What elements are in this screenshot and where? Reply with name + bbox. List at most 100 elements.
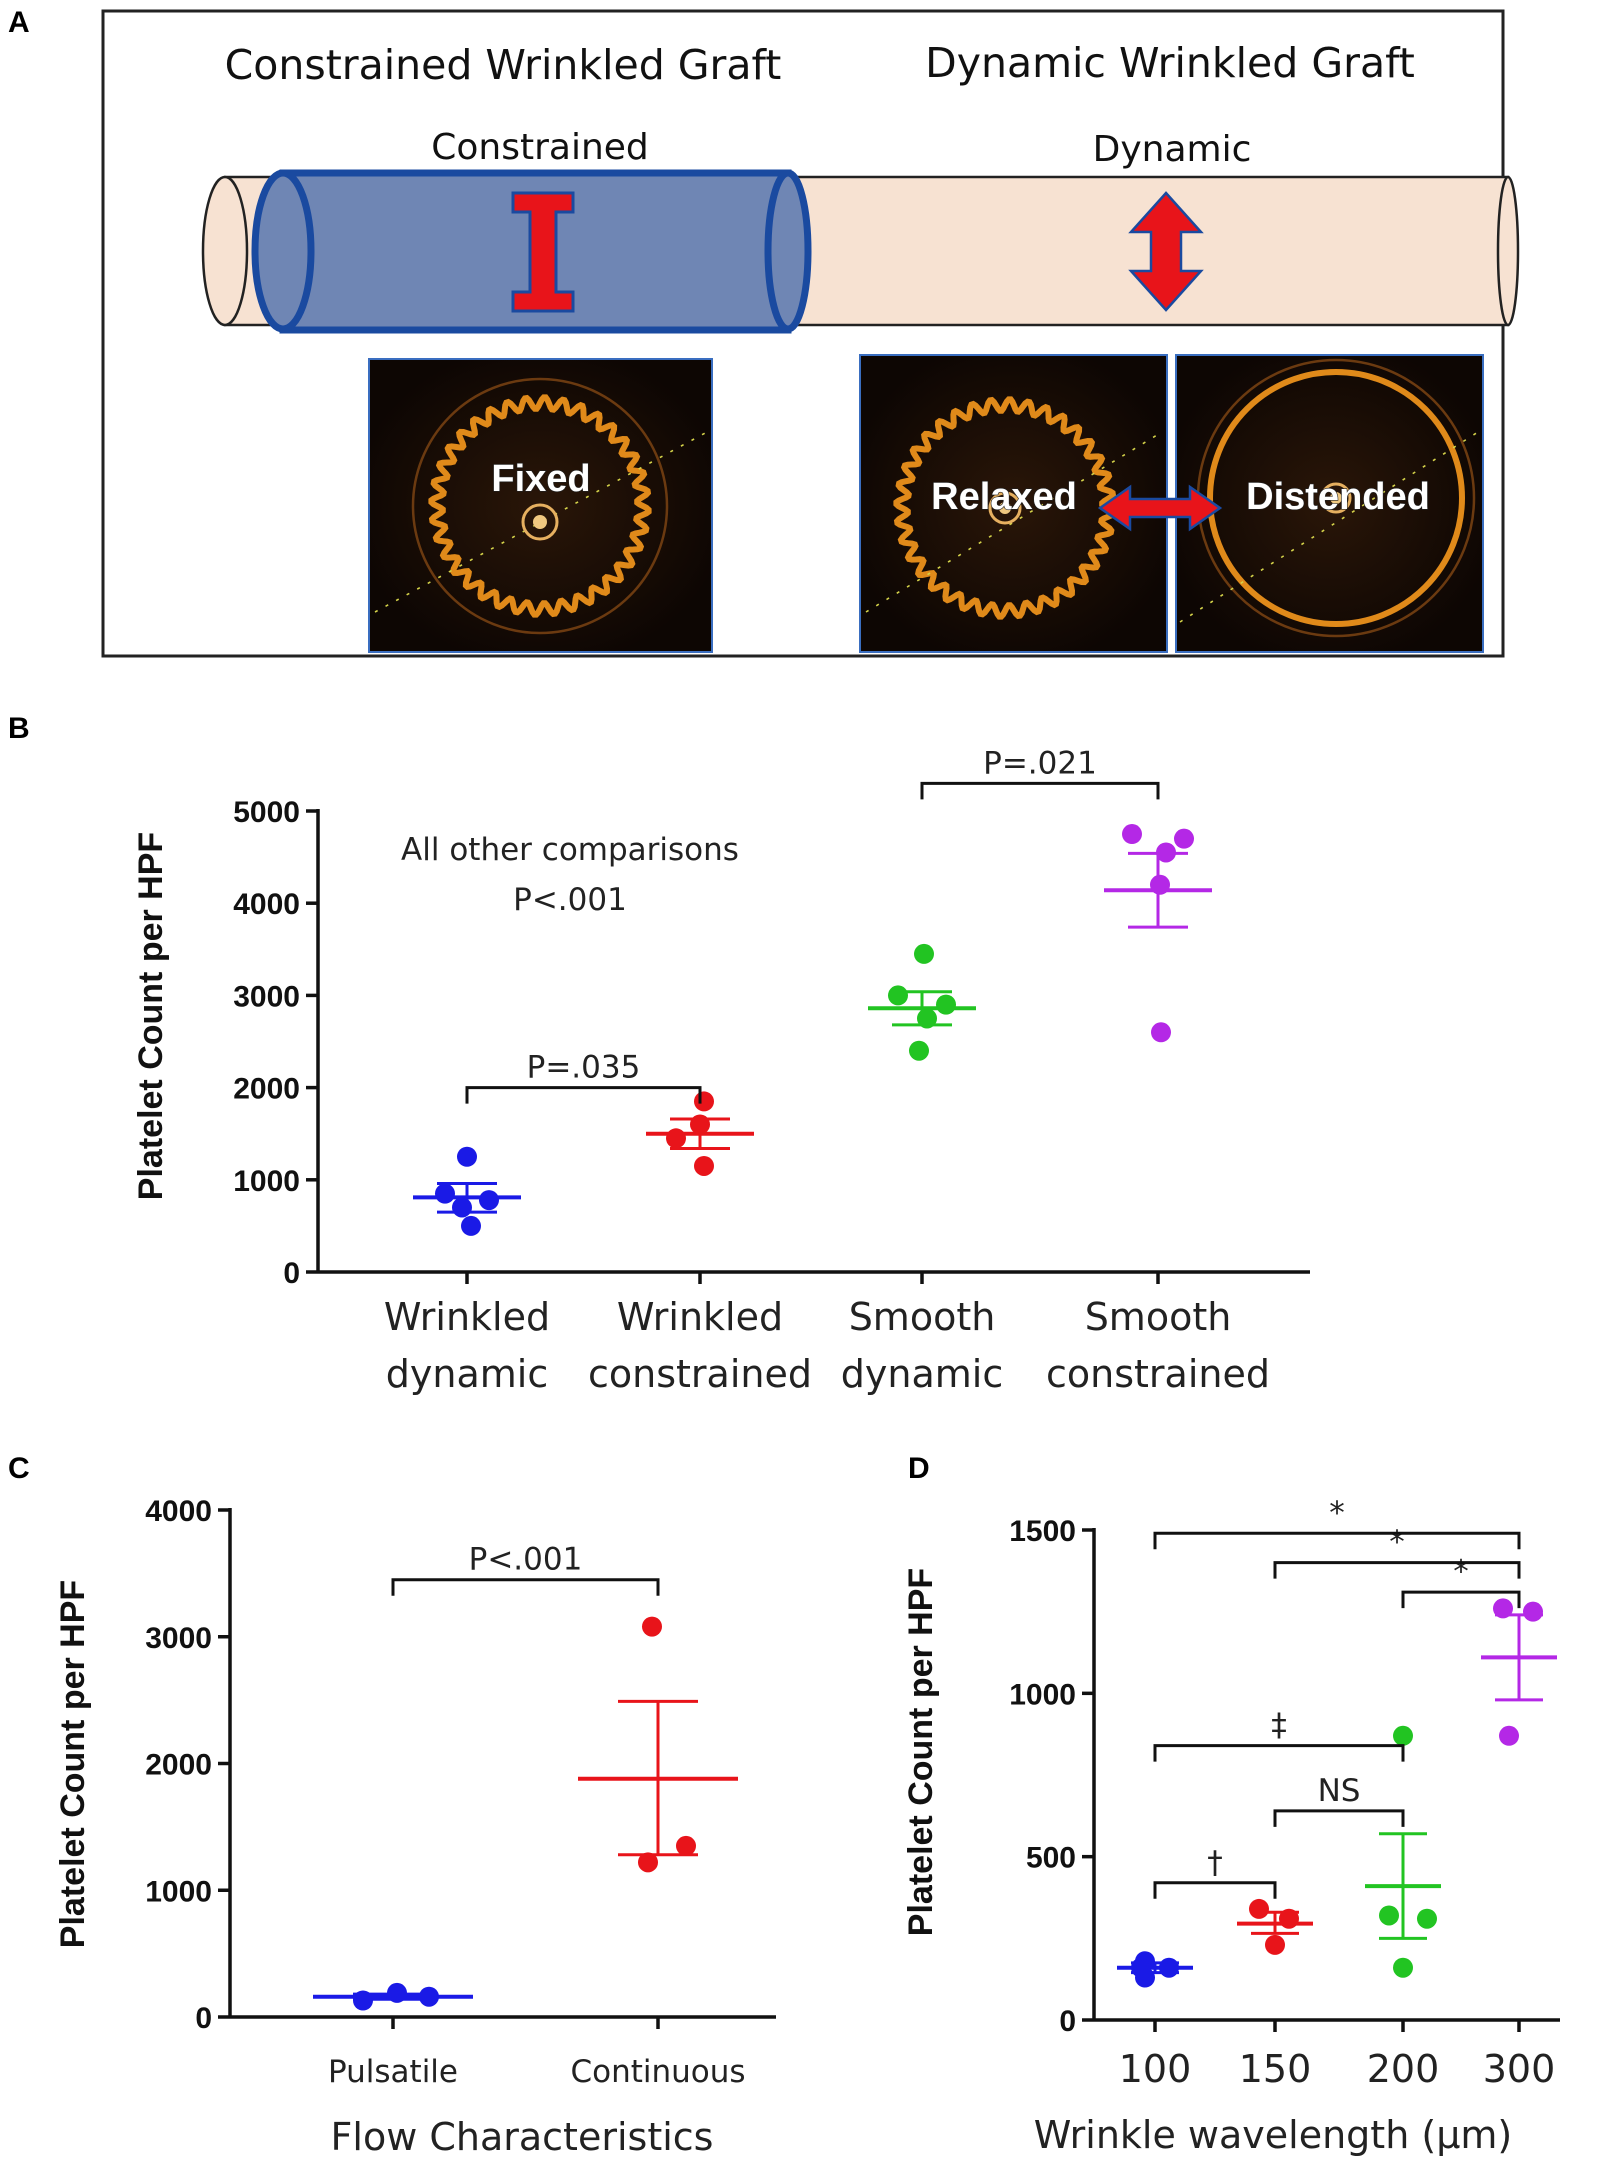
significance-bracket (1401, 1590, 1521, 1609)
x-tick-label: Pulsatile (328, 2054, 458, 2090)
graft-tube-illustration (201, 169, 1520, 334)
significance-label: * (1389, 1525, 1405, 1561)
significance-label: P=.021 (983, 745, 1097, 781)
category-label-line2: constrained (1046, 1352, 1270, 1396)
data-point (888, 985, 908, 1006)
data-point (1156, 842, 1176, 863)
y-tick-label: 3000 (145, 1622, 212, 1655)
significance-bracket (391, 1578, 660, 1596)
category-label-line1: Wrinkled (617, 1295, 783, 1339)
y-tick-label: 1000 (1009, 1678, 1076, 1711)
significance-label: ‡ (1271, 1708, 1287, 1744)
category-label-line1: Smooth (849, 1295, 996, 1339)
data-point (917, 1008, 937, 1029)
x-tick-label: 300 (1483, 2047, 1556, 2091)
data-point (461, 1215, 481, 1236)
y-tick-label: 0 (283, 1257, 300, 1290)
y-tick-label: 3000 (233, 980, 300, 1013)
panel-b-letter: B (8, 712, 30, 745)
data-point (1159, 1957, 1179, 1978)
x-tick-label: 150 (1239, 2047, 1312, 2091)
data-point (1417, 1908, 1437, 1929)
data-point (479, 1190, 499, 1211)
fixed-constraint-icon (511, 191, 575, 313)
significance-bracket (920, 781, 1160, 800)
y-tick-label: 1000 (145, 1875, 212, 1908)
wrinkled-lumen-ring (428, 394, 652, 618)
significance-bracket (1153, 1531, 1521, 1550)
oct-image-relaxed: Relaxed (859, 354, 1168, 653)
data-point (1393, 1725, 1413, 1746)
significance-bracket (1273, 1561, 1521, 1579)
data-point (1523, 1601, 1543, 1622)
data-point (1135, 1967, 1155, 1988)
category-label-line1: Smooth (1085, 1295, 1232, 1339)
oct-image-distended: Distended (1175, 354, 1484, 653)
panel-c-letter: C (8, 1452, 30, 1485)
y-tick-label: 0 (195, 2002, 212, 2035)
panel-d-xlabel: Wrinkle wavelength (μm) (1034, 2113, 1512, 2157)
graft-tube-end (1496, 175, 1520, 327)
panel-d-letter: D (908, 1452, 930, 1485)
relaxed-lumen-ring (893, 396, 1117, 620)
panel-d-chart: Platelet Count per HPF Wrinkle wavelengt… (902, 1495, 1560, 2157)
dynamic-distension-arrow-icon (1128, 191, 1204, 312)
panel-c-ylabel: Platelet Count per HPF (54, 1580, 92, 1948)
data-point (1249, 1898, 1269, 1919)
category-label-line2: constrained (588, 1352, 812, 1396)
label-fixed: Fixed (491, 458, 590, 500)
data-point (1151, 1022, 1171, 1043)
oct-image-fixed: Fixed (368, 358, 713, 653)
annotation-line-1: All other comparisons (401, 832, 739, 868)
data-point (676, 1835, 696, 1856)
y-tick-label: 1000 (233, 1165, 300, 1198)
sleeve-left-rim (251, 169, 315, 333)
data-point (387, 1982, 407, 2003)
significance-label: P<.001 (469, 1542, 583, 1578)
data-point (914, 943, 934, 964)
panel-c-xlabel: Flow Characteristics (331, 2115, 714, 2159)
data-point (666, 1128, 686, 1149)
y-tick-label: 2000 (233, 1073, 300, 1106)
data-point (1265, 1934, 1285, 1955)
significance-label: NS (1318, 1773, 1361, 1809)
data-point (936, 994, 956, 1015)
significance-label: P=.035 (527, 1050, 641, 1086)
data-point (1493, 1598, 1513, 1619)
relaxed-distended-arrow-icon (1097, 484, 1223, 532)
data-point (435, 1183, 455, 1204)
panel-b-ylabel: Platelet Count per HPF (132, 832, 170, 1200)
title-dynamic-graft: Dynamic Wrinkled Graft (925, 39, 1415, 87)
data-point (419, 1986, 439, 2007)
label-distended: Distended (1246, 476, 1430, 518)
data-point (690, 1114, 710, 1135)
data-point (1393, 1957, 1413, 1978)
category-label-line2: dynamic (841, 1352, 1003, 1396)
panel-a-letter: A (8, 6, 30, 39)
panel-b-chart: Platelet Count per HPF All other compari… (132, 745, 1310, 1396)
data-point (638, 1852, 658, 1873)
distended-lumen-ring (1207, 369, 1465, 627)
data-point (694, 1155, 714, 1176)
x-tick-label: Continuous (570, 2054, 745, 2090)
significance-label: * (1329, 1495, 1345, 1531)
label-constrained: Constrained (431, 127, 649, 168)
sleeve-right-rim (764, 169, 812, 333)
category-label-line2: dynamic (386, 1352, 548, 1396)
y-tick-label: 1500 (1009, 1515, 1076, 1548)
data-point (694, 1091, 714, 1112)
y-tick-label: 500 (1026, 1842, 1076, 1875)
data-point (1174, 828, 1194, 849)
label-dynamic: Dynamic (1093, 129, 1252, 170)
data-point (1379, 1905, 1399, 1926)
data-point (1499, 1725, 1519, 1746)
data-point (909, 1040, 929, 1061)
data-point (452, 1197, 472, 1218)
data-point (353, 1990, 373, 2011)
y-tick-label: 0 (1059, 2005, 1076, 2038)
annotation-line-2: P<.001 (513, 882, 627, 918)
title-constrained-graft: Constrained Wrinkled Graft (225, 41, 782, 89)
y-tick-label: 4000 (145, 1495, 212, 1528)
data-point (1122, 824, 1142, 845)
